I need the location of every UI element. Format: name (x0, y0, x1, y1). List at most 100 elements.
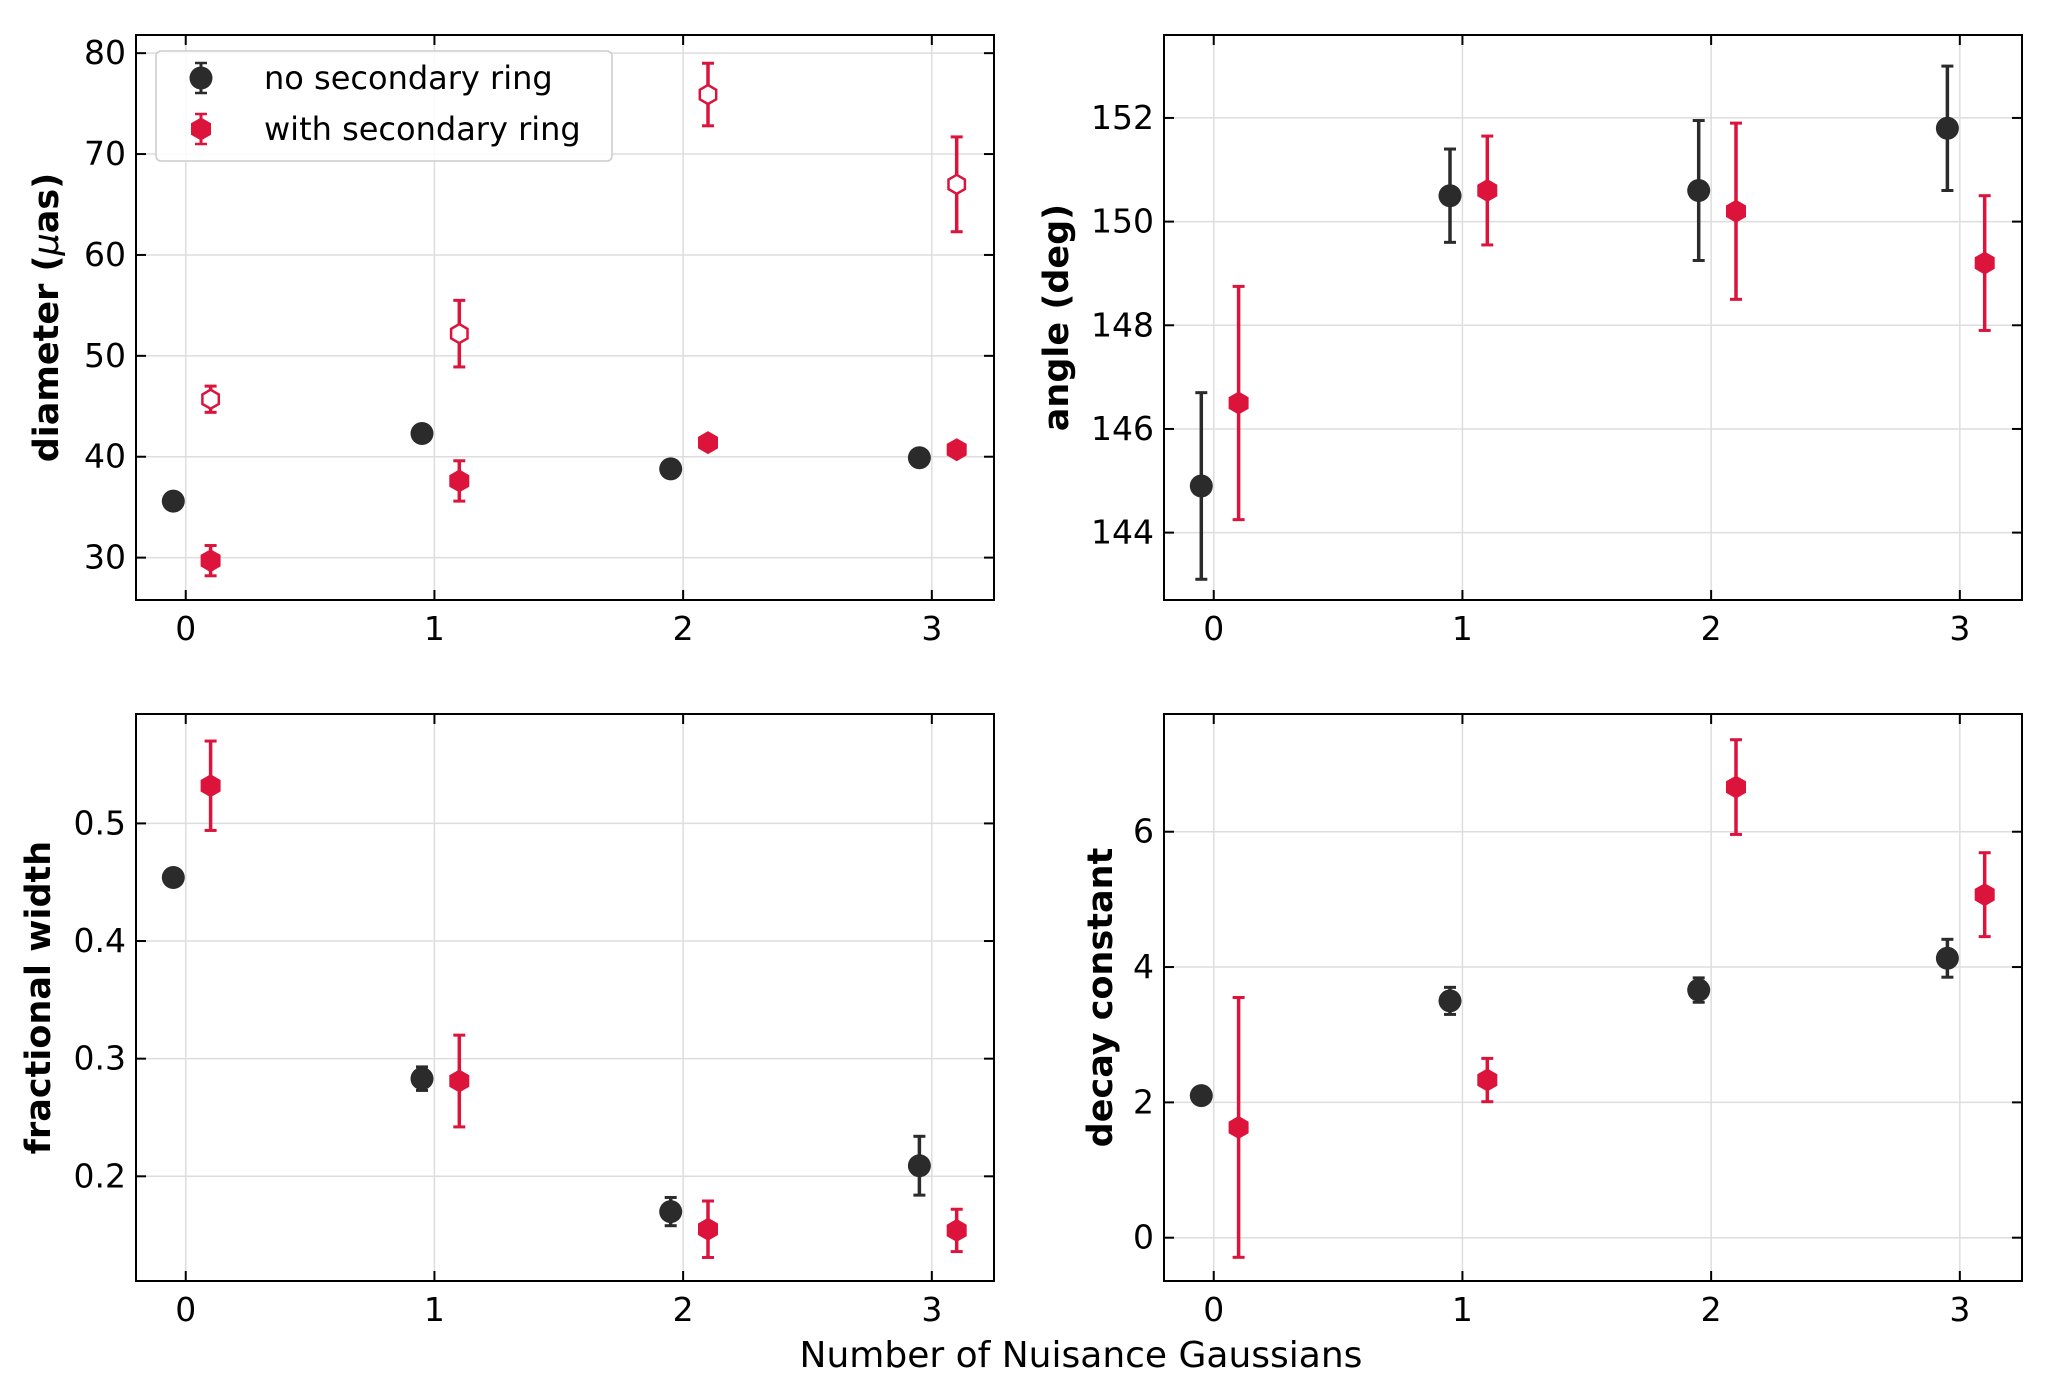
y-tick-label: 0.3 (74, 1039, 126, 1078)
x-tick-label: 0 (1203, 609, 1224, 648)
shared-x-axis-label: Number of Nuisance Gaussians (800, 1335, 1363, 1376)
x-tick-label: 0 (175, 609, 196, 648)
data-point (161, 866, 185, 890)
x-tick-label: 3 (1949, 1290, 1970, 1329)
x-tick-label: 3 (1949, 609, 1970, 648)
series-with-secondary-ring (200, 739, 967, 1259)
x-tick-label: 0 (175, 1290, 196, 1329)
axes-frame (135, 34, 995, 601)
y-axis-label-unit: μ (27, 233, 67, 256)
data-point (1687, 978, 1711, 1002)
legend-frame (155, 50, 613, 162)
y-tick-label: 0.5 (74, 803, 126, 842)
legend: no secondary ring with secondary ring (155, 50, 613, 162)
data-point (1477, 1068, 1498, 1092)
y-tick-label: 30 (84, 538, 126, 577)
series-no-secondary-ring (161, 422, 931, 513)
series-no-secondary-ring (1189, 937, 1959, 1108)
y-tick-label: 6 (1133, 812, 1154, 851)
legend-entry-with-secondary-ring: with secondary ring (191, 110, 581, 148)
y-tick-label: 40 (84, 437, 126, 476)
data-point (1189, 474, 1213, 498)
data-point (1228, 1115, 1249, 1139)
data-point (698, 431, 718, 455)
data-point (410, 1067, 434, 1091)
data-point (1726, 199, 1746, 223)
data-point (698, 83, 718, 106)
data-point (410, 422, 434, 446)
panel-top-left: 0 1 2 3 30 40 50 60 70 80 diameter (μas) no seconda… (27, 33, 995, 648)
x-tick-label: 1 (424, 1290, 445, 1329)
y-tick-label: 70 (84, 134, 126, 173)
legend-entry-no-secondary-ring: no secondary ring (189, 59, 553, 97)
series-with-secondary-ring (1228, 738, 1995, 1259)
data-point (946, 1218, 967, 1242)
y-tick-label: 80 (84, 33, 126, 72)
series-no-secondary-ring (161, 866, 931, 1228)
y-tick-label: 2 (1133, 1082, 1154, 1121)
y-tick-label: 0.2 (74, 1156, 126, 1195)
data-point (698, 1217, 718, 1241)
y-tick-label: 0 (1133, 1218, 1154, 1257)
panel-top-right: 0 1 2 3 144 146 148 150 152 angle (deg) (1037, 34, 2023, 648)
data-point (449, 469, 470, 493)
x-tick-label: 1 (1452, 1290, 1473, 1329)
legend-marker (191, 117, 211, 141)
data-point (659, 457, 683, 481)
y-tick-label: 0.4 (74, 921, 126, 960)
axes-frame (1163, 713, 2023, 1282)
x-tick-label: 0 (1203, 1290, 1224, 1329)
data-point (1477, 179, 1498, 202)
y-tick-label: 4 (1133, 947, 1154, 986)
series-with-secondary-ring (1228, 121, 1995, 522)
y-axis-label: diameter (μas) (27, 173, 67, 463)
series-with-secondary-ring (200, 431, 967, 578)
data-point (200, 549, 221, 573)
y-axis-label-part: as) (27, 173, 67, 233)
data-point (449, 1069, 470, 1093)
x-tick-label: 3 (921, 609, 942, 648)
y-tick-label: 146 (1091, 409, 1154, 448)
y-tick-label: 144 (1091, 513, 1154, 552)
data-point (161, 489, 185, 513)
x-tick-label: 3 (921, 1290, 942, 1329)
axes-frame (135, 713, 995, 1282)
data-point (1687, 179, 1711, 203)
y-tick-label: 148 (1091, 305, 1154, 344)
series-no-secondary-ring (1189, 64, 1959, 581)
x-tick-label: 1 (1452, 609, 1473, 648)
data-point (907, 446, 931, 470)
x-tick-label: 2 (1701, 609, 1722, 648)
series-secondary-ring-open (201, 61, 967, 414)
y-axis-label: fractional width (19, 841, 59, 1154)
data-point (1974, 883, 1995, 907)
data-point (946, 438, 967, 462)
y-axis-label-part: diameter ( (27, 255, 67, 462)
data-point (201, 388, 221, 411)
y-tick-label: 50 (84, 336, 126, 375)
y-tick-label: 152 (1091, 98, 1154, 137)
legend-label: with secondary ring (264, 110, 581, 148)
axes-frame (1163, 34, 2023, 601)
y-tick-label: 60 (84, 235, 126, 274)
legend-label: no secondary ring (264, 59, 553, 97)
x-tick-label: 2 (1701, 1290, 1722, 1329)
data-point (1974, 251, 1995, 275)
data-point (1438, 184, 1462, 208)
data-point (659, 1200, 683, 1224)
data-point (947, 173, 967, 196)
data-point (907, 1154, 931, 1178)
data-point (1935, 946, 1959, 970)
x-tick-label: 2 (673, 609, 694, 648)
data-point (1935, 116, 1959, 140)
data-point (1189, 1084, 1213, 1108)
legend-marker (189, 66, 213, 90)
x-tick-label: 1 (424, 609, 445, 648)
data-point (1228, 391, 1249, 415)
y-axis-label: angle (deg) (1037, 204, 1077, 431)
data-point (1726, 775, 1746, 799)
data-point (449, 322, 469, 345)
data-point (200, 774, 221, 798)
